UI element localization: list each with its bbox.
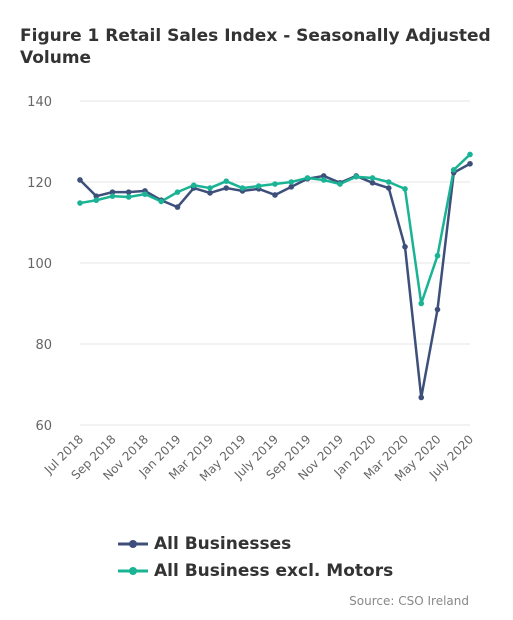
data-point-all-business-excl-motors[interactable]: [158, 198, 165, 205]
data-point-all-business-excl-motors[interactable]: [402, 186, 408, 192]
legend: All Businesses All Business excl. Motors: [118, 530, 393, 584]
y-tick-label: 80: [35, 338, 52, 353]
data-point-all-business-excl-motors[interactable]: [369, 175, 376, 181]
data-point-all-business-excl-motors[interactable]: [434, 252, 441, 259]
data-point-all-business-excl-motors[interactable]: [337, 181, 343, 187]
data-point-all-business-excl-motors[interactable]: [467, 151, 473, 158]
chart-title: Figure 1 Retail Sales Index - Seasonally…: [20, 26, 491, 68]
data-point-all-business-excl-motors[interactable]: [142, 191, 148, 197]
data-point-all-businesses[interactable]: [385, 185, 392, 191]
data-point-all-business-excl-motors[interactable]: [255, 183, 262, 189]
data-point-all-businesses[interactable]: [77, 177, 83, 183]
data-point-all-businesses[interactable]: [369, 180, 376, 186]
data-point-all-business-excl-motors[interactable]: [320, 177, 327, 183]
data-point-all-businesses[interactable]: [402, 244, 408, 250]
data-point-all-businesses[interactable]: [467, 160, 473, 167]
data-point-all-business-excl-motors[interactable]: [223, 178, 230, 184]
data-point-all-businesses[interactable]: [320, 173, 327, 179]
data-point-all-business-excl-motors[interactable]: [109, 193, 116, 199]
data-point-all-businesses[interactable]: [418, 394, 425, 401]
data-point-all-businesses[interactable]: [288, 184, 295, 190]
data-point-all-businesses[interactable]: [174, 204, 181, 210]
data-point-all-business-excl-motors[interactable]: [418, 300, 425, 307]
data-point-all-business-excl-motors[interactable]: [125, 194, 132, 200]
y-tick-label: 60: [35, 419, 52, 434]
data-point-all-business-excl-motors[interactable]: [190, 182, 197, 189]
legend-item-all-business-excl-motors[interactable]: All Business excl. Motors: [118, 557, 393, 584]
data-point-all-business-excl-motors[interactable]: [272, 181, 278, 187]
data-point-all-businesses[interactable]: [109, 189, 116, 195]
legend-item-all-businesses[interactable]: All Businesses: [118, 530, 393, 557]
data-point-all-businesses[interactable]: [207, 190, 213, 196]
data-point-all-businesses[interactable]: [272, 192, 278, 198]
data-point-all-business-excl-motors[interactable]: [77, 200, 83, 206]
data-point-all-business-excl-motors[interactable]: [304, 175, 311, 181]
legend-label: All Business excl. Motors: [154, 560, 394, 581]
data-point-all-businesses[interactable]: [223, 185, 230, 191]
y-tick-label: 100: [27, 257, 52, 272]
y-tick-label: 140: [27, 95, 52, 110]
data-point-all-businesses[interactable]: [434, 306, 441, 313]
data-point-all-business-excl-motors[interactable]: [450, 167, 457, 173]
source-note: Source: CSO Ireland: [349, 594, 469, 608]
data-point-all-business-excl-motors[interactable]: [93, 197, 100, 204]
data-point-all-business-excl-motors[interactable]: [207, 185, 213, 191]
data-point-all-business-excl-motors[interactable]: [385, 179, 392, 185]
legend-swatch-all-business-excl-motors: [118, 566, 148, 575]
series-line-all-business-excl-motors: [79, 153, 471, 305]
data-point-all-business-excl-motors[interactable]: [174, 189, 181, 195]
data-point-all-business-excl-motors[interactable]: [353, 173, 360, 180]
legend-swatch-all-businesses: [118, 539, 148, 548]
legend-label: All Businesses: [154, 533, 292, 554]
data-point-all-business-excl-motors[interactable]: [239, 185, 246, 191]
data-point-all-businesses[interactable]: [125, 189, 132, 195]
y-tick-label: 120: [27, 176, 52, 191]
data-point-all-businesses[interactable]: [93, 193, 100, 199]
data-point-all-business-excl-motors[interactable]: [288, 179, 295, 185]
series-line-all-businesses: [79, 162, 471, 399]
